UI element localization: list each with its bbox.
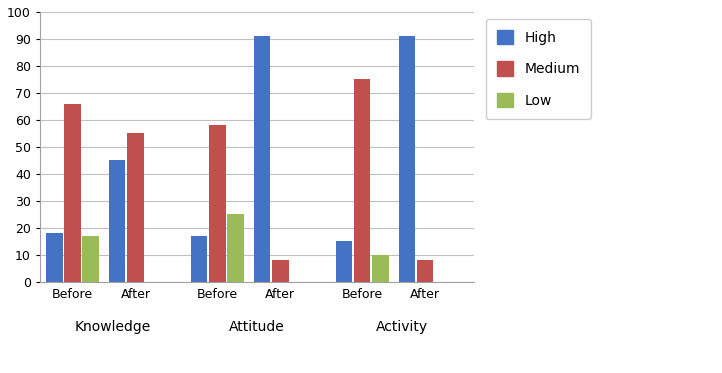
- Bar: [191, 236, 207, 282]
- Bar: [354, 79, 370, 282]
- Text: Attitude: Attitude: [229, 320, 285, 334]
- Legend: High, Medium, Low: High, Medium, Low: [486, 19, 591, 119]
- Text: Knowledge: Knowledge: [74, 320, 150, 334]
- Text: Activity: Activity: [376, 320, 428, 334]
- Bar: [399, 36, 415, 282]
- Bar: [253, 36, 270, 282]
- Bar: [64, 104, 81, 282]
- Bar: [209, 125, 225, 282]
- Bar: [272, 260, 289, 282]
- Bar: [46, 233, 63, 282]
- Bar: [127, 134, 144, 282]
- Bar: [372, 255, 388, 282]
- Bar: [417, 260, 433, 282]
- Bar: [336, 241, 352, 282]
- Bar: [227, 214, 244, 282]
- Bar: [109, 160, 126, 282]
- Bar: [82, 236, 99, 282]
